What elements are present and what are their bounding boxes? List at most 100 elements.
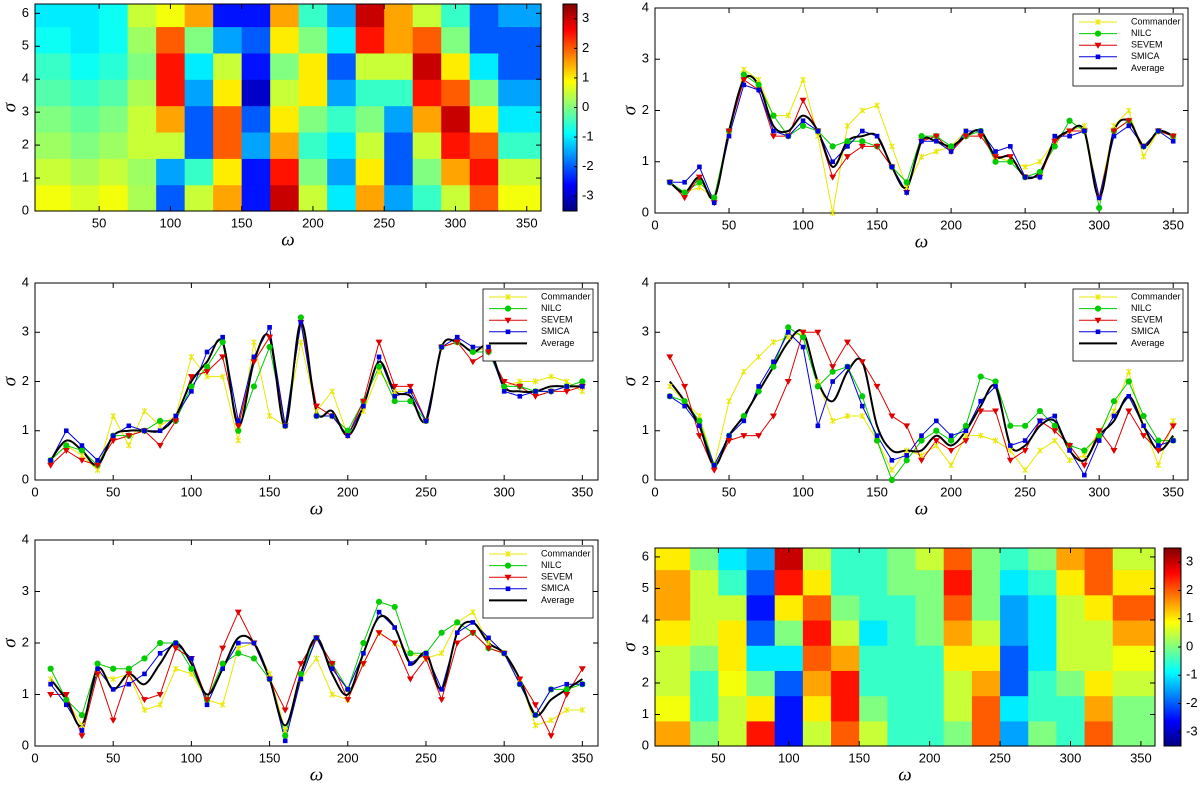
marker	[95, 666, 100, 672]
heat-cell	[831, 720, 860, 747]
heat-cell	[690, 619, 719, 646]
marker	[407, 650, 414, 657]
marker	[157, 428, 163, 434]
y-tick-label: 4	[22, 531, 29, 546]
marker	[1110, 447, 1118, 454]
legend-label: Commander	[541, 548, 591, 558]
marker	[297, 670, 304, 678]
x-tick-label: 0	[31, 750, 38, 765]
heat-cell	[1000, 619, 1029, 646]
marker	[314, 413, 319, 419]
heat-cell	[213, 131, 243, 159]
x-tick-label: 100	[792, 484, 814, 499]
marker	[376, 354, 382, 360]
legend-marker	[504, 305, 512, 312]
marker	[1037, 158, 1043, 165]
heat-cell	[690, 548, 719, 571]
y-tick-label: 2	[642, 373, 649, 388]
heat-cell	[469, 52, 499, 80]
heat-cell	[831, 594, 860, 621]
legend-label: NILC	[541, 303, 562, 313]
marker	[266, 670, 273, 677]
marker	[1007, 447, 1014, 454]
heat-cell	[859, 594, 888, 621]
colorbar-tick-label: -2	[582, 158, 594, 173]
x-axis-label: ω	[915, 498, 928, 519]
marker	[469, 630, 477, 637]
heat-cell	[943, 720, 973, 747]
heat-cell	[441, 26, 471, 54]
marker	[963, 128, 969, 134]
heat-cell	[802, 594, 832, 621]
heat-cell	[156, 105, 186, 133]
x-tick-label: 350	[572, 484, 594, 499]
heat-cell	[887, 569, 917, 596]
marker	[359, 661, 367, 668]
marker	[94, 660, 101, 667]
marker	[681, 195, 689, 202]
marker	[962, 422, 970, 429]
heat-cell	[213, 105, 243, 133]
marker	[110, 676, 117, 683]
marker	[63, 442, 70, 449]
marker	[375, 339, 383, 346]
heat-cell	[70, 184, 100, 212]
marker	[297, 661, 305, 668]
heat-cell	[298, 26, 328, 54]
marker	[376, 609, 382, 615]
marker	[873, 143, 881, 150]
x-tick-label: 150	[259, 750, 281, 765]
heat-cell	[213, 52, 243, 80]
marker	[172, 645, 180, 652]
legend-marker	[1094, 317, 1102, 324]
marker	[1155, 462, 1162, 469]
heat-cell	[859, 548, 888, 571]
marker	[1022, 163, 1028, 170]
marker	[800, 344, 806, 350]
marker	[391, 398, 398, 405]
y-tick-label: 2	[22, 373, 29, 388]
heat-cell	[270, 105, 300, 133]
legend-marker	[505, 329, 511, 335]
marker	[948, 437, 955, 444]
marker	[859, 403, 865, 409]
marker	[407, 398, 414, 405]
marker	[47, 676, 54, 683]
heat-cell	[184, 158, 214, 186]
heat-cell	[971, 720, 1001, 747]
x-tick-label: 50	[722, 217, 736, 232]
heat-cell	[1112, 548, 1156, 571]
legend-label: SMICA	[541, 326, 570, 336]
marker	[1125, 408, 1133, 415]
heat-cell	[70, 105, 100, 133]
colorbar-tick-label: 2	[1186, 582, 1193, 597]
marker	[439, 344, 444, 350]
marker	[486, 344, 491, 350]
legend-label: NILC	[541, 560, 562, 570]
marker	[1111, 122, 1117, 129]
heat-cell	[127, 184, 157, 212]
marker	[236, 418, 241, 424]
x-tick-label: 300	[1088, 217, 1110, 232]
heat-cell	[1000, 670, 1029, 697]
marker	[859, 138, 866, 145]
colorbar-tick-label: 3	[582, 10, 589, 25]
heat-cell	[270, 4, 300, 28]
marker	[564, 384, 570, 389]
colorbar-tick-label: -2	[1186, 695, 1198, 710]
heat-cell	[690, 670, 719, 697]
marker	[769, 413, 777, 420]
legend-label: Average	[1131, 63, 1164, 73]
legend-marker	[1095, 294, 1101, 300]
marker	[934, 138, 939, 144]
x-tick-label: 150	[866, 217, 888, 232]
heat-cell	[327, 131, 357, 159]
heat-cell	[915, 695, 945, 722]
marker	[328, 661, 336, 668]
heat-cell	[802, 619, 832, 646]
marker	[785, 133, 791, 139]
heat-cell	[70, 52, 100, 80]
marker	[391, 603, 398, 611]
